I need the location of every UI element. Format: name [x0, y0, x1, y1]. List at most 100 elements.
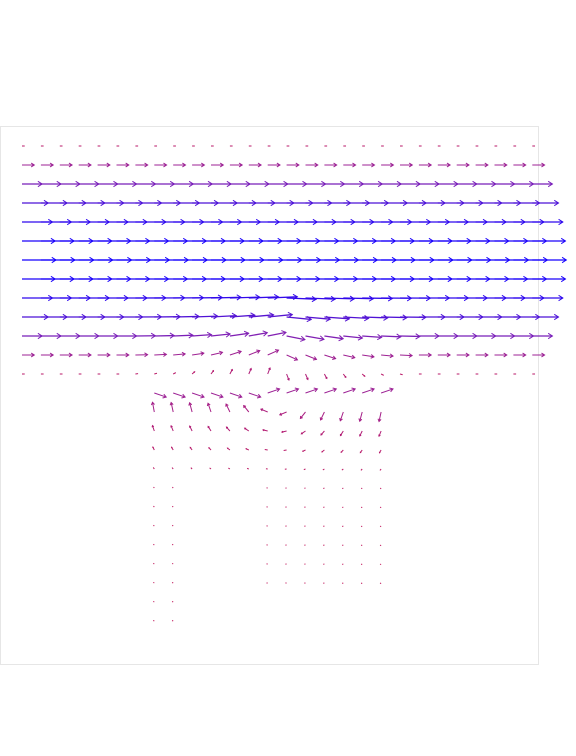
vector-shaft	[286, 297, 317, 300]
vector-arrow	[169, 401, 174, 413]
vector-arrow	[400, 162, 414, 168]
vector-arrow	[59, 162, 74, 168]
vector-arrow	[381, 333, 402, 340]
vector-shaft	[267, 388, 280, 394]
vector-head	[306, 377, 309, 381]
vector-head	[333, 162, 338, 168]
vector-arrow	[229, 180, 251, 188]
vector-arrow	[379, 563, 382, 566]
vector-head	[547, 180, 554, 188]
vector-arrow	[343, 162, 357, 168]
vector-arrow	[153, 619, 155, 622]
vector-head	[245, 448, 248, 450]
vector-head	[152, 446, 154, 449]
vector-arrow	[267, 330, 287, 337]
vector-arrow	[173, 162, 187, 168]
vector-arrow	[437, 352, 452, 358]
vector-head	[276, 162, 281, 168]
vector-arrow	[305, 335, 325, 342]
vector-head	[503, 352, 508, 358]
vector-arrow	[246, 467, 249, 470]
vector-arrow	[303, 468, 306, 471]
vector-head	[189, 425, 192, 428]
vector-arrow	[399, 353, 414, 358]
vector-head	[125, 352, 130, 358]
vector-head	[87, 352, 92, 358]
vector-head	[281, 330, 287, 337]
vector-head	[332, 355, 337, 360]
vector-shaft	[171, 505, 174, 508]
vector-arrow	[210, 312, 238, 319]
vector-arrow	[192, 351, 205, 356]
vector-arrow	[192, 331, 213, 339]
vector-shaft	[342, 487, 344, 490]
vector-arrow	[532, 332, 554, 340]
vector-arrow	[305, 373, 309, 381]
vector-arrow	[532, 294, 564, 302]
vector-head	[188, 332, 194, 339]
vector-arrow	[225, 426, 231, 432]
vector-arrow	[173, 392, 186, 399]
vector-arrow	[377, 411, 382, 423]
vector-arrow	[173, 180, 195, 188]
vector-shaft	[171, 467, 174, 470]
vector-head	[225, 403, 229, 407]
vector-arrow	[40, 332, 62, 340]
vector-head	[295, 162, 300, 168]
vector-arrow	[532, 237, 567, 245]
vector-arrow	[323, 373, 328, 380]
vector-shaft	[153, 486, 155, 489]
vector-shaft	[173, 392, 186, 398]
vector-arrow	[154, 352, 168, 357]
vector-arrow	[190, 467, 193, 470]
vector-shaft	[154, 372, 158, 375]
vector-head	[560, 237, 567, 245]
vector-arrow	[324, 180, 346, 188]
vector-arrow	[153, 486, 155, 489]
vector-arrow	[513, 180, 535, 188]
vector-head	[201, 162, 206, 168]
vector-head	[558, 218, 564, 226]
vector-shaft	[154, 392, 167, 398]
vector-head	[344, 376, 347, 379]
vector-shaft	[343, 354, 355, 359]
vector-arrow	[359, 430, 363, 437]
vector-arrow	[207, 425, 212, 432]
vector-arrow	[324, 387, 338, 394]
vector-head	[188, 401, 193, 406]
vector-shaft	[359, 411, 363, 422]
vector-shaft	[207, 403, 212, 413]
vector-arrow	[248, 162, 263, 168]
vector-arrow	[494, 352, 508, 358]
vector-head	[260, 408, 264, 412]
vector-arrow	[305, 162, 319, 168]
vector-arrow	[360, 525, 363, 528]
vector-shaft	[225, 403, 231, 413]
vector-shaft	[172, 486, 174, 489]
vector-arrow	[248, 180, 270, 188]
vector-arrow	[300, 430, 306, 435]
vector-head	[389, 387, 394, 393]
vector-head	[358, 418, 363, 423]
vector-arrow	[150, 401, 155, 413]
vector-arrow	[191, 392, 205, 399]
vector-shaft	[209, 467, 212, 470]
vector-arrow	[152, 446, 155, 451]
vector-shaft	[229, 314, 255, 318]
vector-arrow	[225, 403, 231, 413]
vector-shaft	[189, 402, 193, 413]
vector-head	[300, 432, 303, 435]
vector-head	[280, 430, 284, 434]
vector-arrow	[532, 199, 560, 207]
vector-arrow	[40, 352, 55, 358]
vector-head	[553, 313, 560, 321]
vector-arrow	[513, 352, 527, 358]
vector-shaft	[362, 354, 375, 358]
vector-arrow	[152, 467, 155, 470]
vector-arrow	[78, 180, 100, 188]
vector-head	[200, 351, 205, 356]
vector-head	[256, 349, 261, 354]
vector-arrow	[324, 354, 337, 360]
vector-shaft	[324, 335, 344, 340]
vector-shaft	[286, 388, 299, 394]
